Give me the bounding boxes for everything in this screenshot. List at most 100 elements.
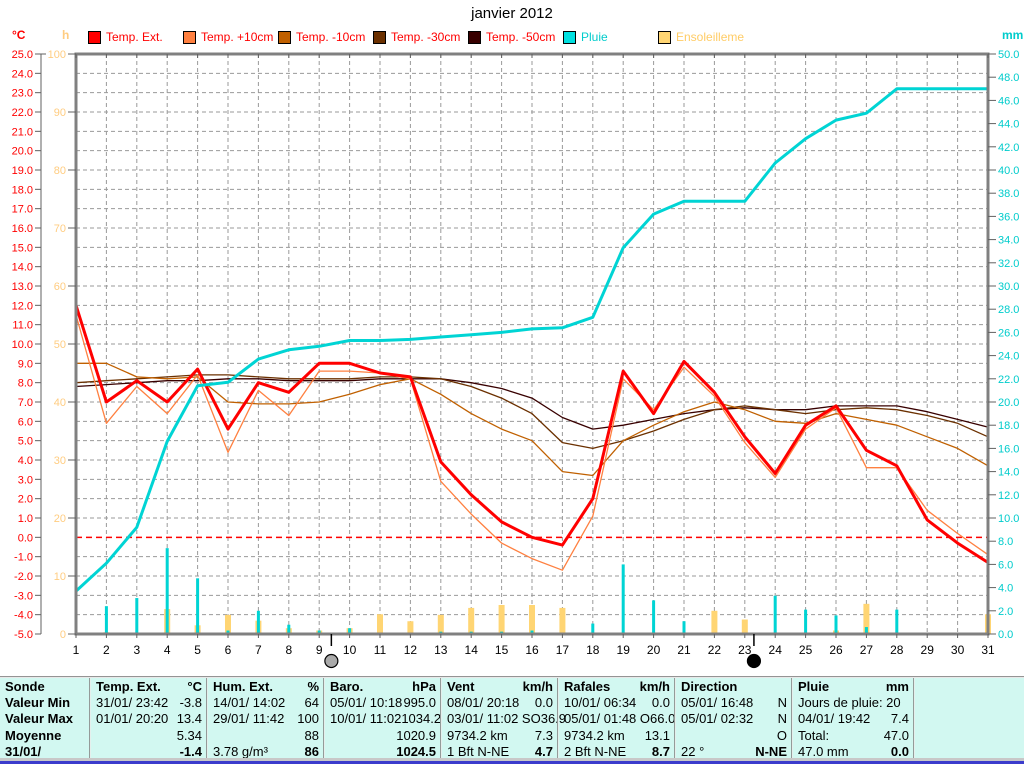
rain-daily-bar xyxy=(621,564,625,634)
legend: Temp. Ext. Temp. +10cm Temp. -10cm Temp. -3… xyxy=(0,30,1024,45)
svg-text:-2.0: -2.0 xyxy=(14,571,33,583)
row-label-1: Valeur Max xyxy=(5,711,73,727)
rain-daily-bar xyxy=(135,598,139,634)
svg-text:27: 27 xyxy=(860,643,874,657)
table-column-hum-ext-: Hum. Ext.% 14/01/ 14:02 64 29/01/ 11:42 100 8… xyxy=(206,678,323,760)
svg-text:38.0: 38.0 xyxy=(998,188,1019,200)
sunshine-bar xyxy=(498,605,505,634)
svg-text:48.0: 48.0 xyxy=(998,72,1019,84)
svg-text:50: 50 xyxy=(54,339,66,351)
svg-text:1: 1 xyxy=(73,643,80,657)
cell-value-4-3: 8.7 xyxy=(651,743,670,759)
cell-value-6-1: 7.4 xyxy=(890,711,909,727)
svg-text:6.0: 6.0 xyxy=(18,416,33,428)
cell-value-1-3: 86 xyxy=(304,743,319,759)
svg-text:6.0: 6.0 xyxy=(998,559,1013,571)
hours-axis-unit-label: h xyxy=(62,28,70,42)
chart-area: 25.0 24.0 23.0 22.0 21.0 20.0 19.0 18.0 17.0 16.0… xyxy=(12,49,1019,669)
rain-daily-bar xyxy=(652,600,656,634)
table-empty-area xyxy=(913,678,1024,760)
column-unit: mm xyxy=(885,679,909,694)
legend-swatch-icon xyxy=(468,30,481,44)
svg-text:12.0: 12.0 xyxy=(998,490,1019,502)
legend-swatch-icon xyxy=(373,30,386,44)
svg-text:-3.0: -3.0 xyxy=(14,590,33,602)
window-bottom-edge xyxy=(0,761,1024,764)
cell-text-0-0: 31/01/ 23:42 xyxy=(96,695,169,711)
svg-text:20: 20 xyxy=(647,643,661,657)
svg-text:50.0: 50.0 xyxy=(998,49,1019,61)
svg-text:21: 21 xyxy=(677,643,691,657)
row-label-2: Moyenne xyxy=(5,727,62,743)
svg-text:20.0: 20.0 xyxy=(12,146,33,158)
svg-text:60: 60 xyxy=(54,281,66,293)
cell-text-4-0: 10/01/ 06:34 xyxy=(564,695,637,711)
svg-text:2.0: 2.0 xyxy=(998,606,1013,618)
cell-value-5-1: N xyxy=(777,711,787,727)
svg-text:44.0: 44.0 xyxy=(998,119,1019,131)
rain-daily-bar xyxy=(591,623,595,634)
rain-daily-bar xyxy=(864,627,868,634)
rain-daily-bar xyxy=(317,630,321,634)
svg-text:3: 3 xyxy=(133,643,140,657)
column-unit: °C xyxy=(187,679,202,694)
legend-item-3: Temp. -30cm xyxy=(373,30,460,44)
svg-text:25: 25 xyxy=(799,643,813,657)
svg-text:12.0: 12.0 xyxy=(12,300,33,312)
cell-text-0-1: 01/01/ 20:20 xyxy=(96,711,169,727)
svg-text:8.0: 8.0 xyxy=(998,536,1013,548)
svg-text:6: 6 xyxy=(225,643,232,657)
new-moon-icon xyxy=(746,653,762,669)
rain-daily-bar xyxy=(226,630,230,634)
cell-value-5-3: N-NE xyxy=(755,743,787,759)
svg-text:10.0: 10.0 xyxy=(998,513,1019,525)
rain-daily-bar xyxy=(256,610,260,634)
cell-text-2-0: 05/01/ 10:18 xyxy=(330,695,403,711)
sunshine-bar xyxy=(741,619,748,634)
table-bottom-divider xyxy=(0,758,1024,761)
svg-text:16: 16 xyxy=(525,643,539,657)
cell-value-3-1: 36.9 xyxy=(540,711,567,727)
legend-item-4: Temp. -50cm xyxy=(468,30,555,44)
mm-axis-unit-label: mm xyxy=(1002,28,1024,42)
sunshine-bar xyxy=(529,605,535,634)
cell-value-4-1: 66.0 xyxy=(650,711,676,727)
cell-value-4-2: 13.1 xyxy=(644,727,670,743)
rain-daily-bar xyxy=(682,621,686,634)
svg-text:-1.0: -1.0 xyxy=(14,552,33,564)
cell-value-5-0: N xyxy=(777,695,787,711)
svg-text:4: 4 xyxy=(164,643,171,657)
cell-value-0-1: 13.4 xyxy=(176,711,202,727)
full-moon-icon xyxy=(324,653,339,669)
temp-ext-line xyxy=(74,304,989,564)
table-column-pluie: Pluie mm Jours de pluie: 20 04/01/ 19:42 7.4… xyxy=(791,678,913,760)
column-unit: % xyxy=(307,679,319,694)
rain-daily-bar xyxy=(287,624,291,634)
legend-label: Temp. -50cm xyxy=(486,30,556,44)
rain-daily-bar xyxy=(348,628,352,634)
svg-text:16.0: 16.0 xyxy=(12,223,33,235)
legend-swatch-icon xyxy=(563,30,576,44)
svg-text:2.0: 2.0 xyxy=(18,494,33,506)
celsius-axis-unit-label: °C xyxy=(12,28,26,42)
svg-text:46.0: 46.0 xyxy=(998,95,1019,107)
svg-text:1.0: 1.0 xyxy=(18,513,33,525)
sunshine-bar xyxy=(711,610,718,634)
sunshine-bar xyxy=(863,603,870,634)
sunshine-bar xyxy=(437,614,444,634)
svg-text:8: 8 xyxy=(285,643,292,657)
cell-text-5-1: 05/01/ 02:32 xyxy=(681,711,754,727)
svg-text:36.0: 36.0 xyxy=(998,211,1019,223)
svg-text:12: 12 xyxy=(404,643,418,657)
svg-text:24: 24 xyxy=(769,643,783,657)
cell-value-3-2: 7.3 xyxy=(534,727,553,743)
svg-text:11.0: 11.0 xyxy=(12,320,33,332)
svg-text:30: 30 xyxy=(54,455,66,467)
cell-value-3-3: 4.7 xyxy=(534,743,553,759)
cell-text-3-2: 9734.2 km xyxy=(447,727,508,743)
table-column-baro-: Baro. hPa 05/01/ 10:18 995.0 10/01/ 11:02 103… xyxy=(323,678,441,760)
cell-text-6-1: 04/01/ 19:42 xyxy=(798,711,871,727)
cell-text-4-2: 9734.2 km xyxy=(564,727,625,743)
legend-label: Ensoleilleme xyxy=(676,30,745,44)
legend-item-0: Temp. Ext. xyxy=(88,30,163,44)
